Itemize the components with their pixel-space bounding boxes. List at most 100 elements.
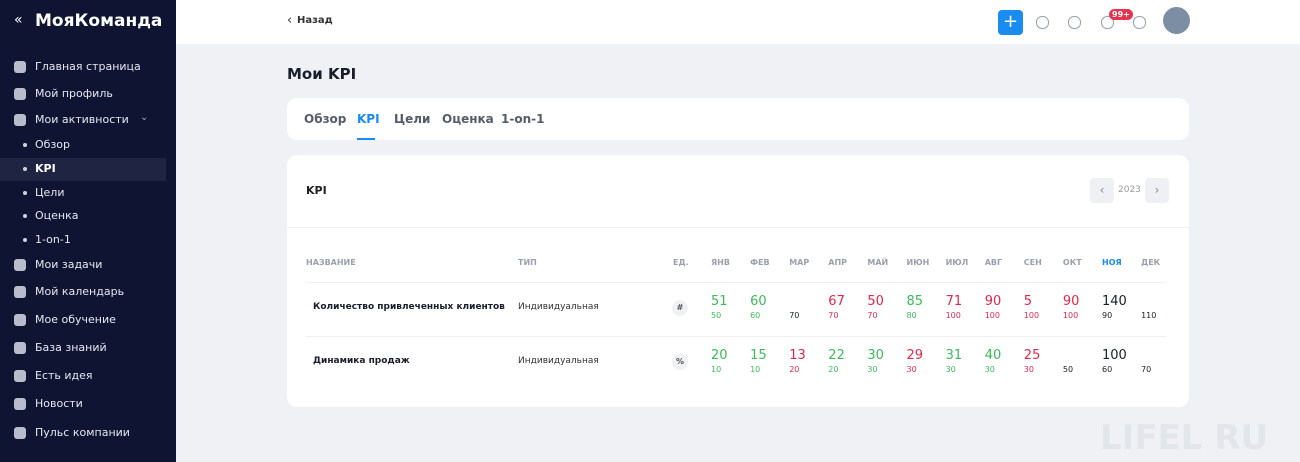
actual-value: 30 [867, 348, 884, 363]
avatar[interactable] [1163, 7, 1190, 34]
actual-value: 90 [1062, 294, 1080, 309]
kpi-type: Индивидуальная [518, 302, 599, 312]
menu-item[interactable]: Мои активности [35, 113, 129, 126]
brand: МояКоманда [35, 11, 163, 31]
menu-icon [14, 259, 26, 271]
target-value: 30 [906, 365, 917, 374]
tab[interactable]: Цели [394, 112, 431, 126]
menu-icon [14, 398, 26, 410]
target-value: 100 [984, 311, 1000, 320]
bullet [23, 191, 27, 195]
kpi-type: Индивидуальная [518, 356, 599, 366]
target-value: 20 [828, 365, 839, 374]
target-value: 110 [1141, 311, 1157, 320]
tab[interactable]: 1-on-1 [501, 112, 545, 126]
target-value: 70 [828, 311, 839, 320]
month-header: ФЕВ [750, 258, 770, 267]
row-line [306, 282, 1166, 283]
month-header: ИЮЛ [945, 258, 969, 267]
actual-value: 85 [906, 294, 924, 309]
unit-badge: % [672, 354, 688, 370]
menu-item[interactable]: Оценка [35, 209, 79, 222]
month-header: МАР [789, 258, 810, 267]
prev-year[interactable]: ‹ [1090, 178, 1114, 203]
target-value: 50 [1062, 365, 1074, 374]
watermark: LIFEL RU [1100, 418, 1269, 458]
divider [287, 227, 1189, 228]
unit-badge: # [672, 300, 688, 316]
tab[interactable]: KPI [357, 112, 380, 126]
menu-icon [14, 114, 26, 126]
month-header: ДЕК [1141, 258, 1161, 267]
column-header: НАЗВАНИЕ [306, 258, 356, 267]
target-value: 60 [1102, 365, 1113, 374]
target-value: 10 [711, 365, 722, 374]
bell-icon[interactable] [1101, 16, 1114, 29]
actual-value: 40 [984, 348, 1002, 363]
actual-value: 51 [711, 294, 728, 309]
column-header: ТИП [518, 258, 537, 267]
menu-item[interactable]: Мой календарь [35, 285, 125, 298]
add-button[interactable]: + [998, 10, 1023, 35]
bullet [23, 143, 27, 147]
actual-value: 31 [945, 348, 963, 363]
actual-value: 5 [1023, 294, 1033, 309]
notification-badge: 99+ [1109, 9, 1133, 20]
target-value: 70 [789, 311, 800, 320]
kpi-name: Динамика продаж [313, 356, 410, 366]
menu-item[interactable]: Мои задачи [35, 258, 103, 271]
bullet [23, 167, 27, 171]
tab[interactable]: Оценка [442, 112, 494, 126]
kpi-name: Количество привлеченных клиентов [313, 302, 505, 312]
month-header: ЯНВ [711, 258, 730, 267]
menu-item[interactable]: Обзор [35, 138, 71, 151]
menu-item[interactable]: Цели [35, 186, 65, 199]
menu-item[interactable]: Мой профиль [35, 87, 113, 100]
topbar [176, 0, 1300, 44]
menu-item[interactable]: Пульс компании [35, 426, 130, 439]
actual-value: 29 [906, 348, 924, 363]
column-header: ЕД. [673, 258, 689, 267]
back-icon[interactable]: ‹ [287, 13, 293, 28]
menu-item[interactable]: Есть идея [35, 369, 93, 382]
menu-item[interactable]: 1-on-1 [35, 233, 71, 246]
target-value: 70 [867, 311, 878, 320]
back-link[interactable]: Назад [297, 15, 333, 26]
row-line [306, 336, 1166, 337]
menu-icon [14, 286, 26, 298]
month-header: МАЙ [867, 258, 889, 267]
actual-value: 100 [1102, 348, 1127, 363]
actual-value: 140 [1102, 294, 1127, 309]
target-value: 90 [1102, 311, 1113, 320]
active-bg [0, 158, 166, 181]
settings-icon[interactable] [1133, 16, 1146, 29]
collapse-icon[interactable]: « [14, 12, 23, 28]
month-header: СЕН [1023, 258, 1042, 267]
actual-value: 13 [789, 348, 806, 363]
actual-value: 15 [750, 348, 767, 363]
target-value: 10 [750, 365, 761, 374]
menu-item[interactable]: База знаний [35, 341, 107, 354]
actual-value: 50 [867, 294, 884, 309]
month-header: АВГ [984, 258, 1003, 267]
menu-icon [14, 370, 26, 382]
target-value: 80 [906, 311, 917, 320]
next-year[interactable]: › [1145, 178, 1169, 203]
bullet [23, 238, 27, 242]
search-icon[interactable] [1068, 16, 1081, 29]
menu-icon [14, 314, 26, 326]
target-value: 60 [750, 311, 761, 320]
tab[interactable]: Обзор [304, 112, 347, 126]
menu-item[interactable]: Главная страница [35, 60, 141, 73]
menu-icon [14, 88, 26, 100]
menu-item[interactable]: Новости [35, 397, 83, 410]
target-value: 70 [1141, 365, 1152, 374]
month-header: АПР [828, 258, 848, 267]
idea-icon[interactable] [1036, 16, 1049, 29]
kpi-card [287, 155, 1189, 407]
actual-value: 67 [828, 294, 845, 309]
menu-item[interactable]: Мое обучение [35, 313, 116, 326]
menu-item[interactable]: KPI [35, 162, 56, 175]
actual-value: 90 [984, 294, 1002, 309]
tab-underline [357, 138, 375, 140]
